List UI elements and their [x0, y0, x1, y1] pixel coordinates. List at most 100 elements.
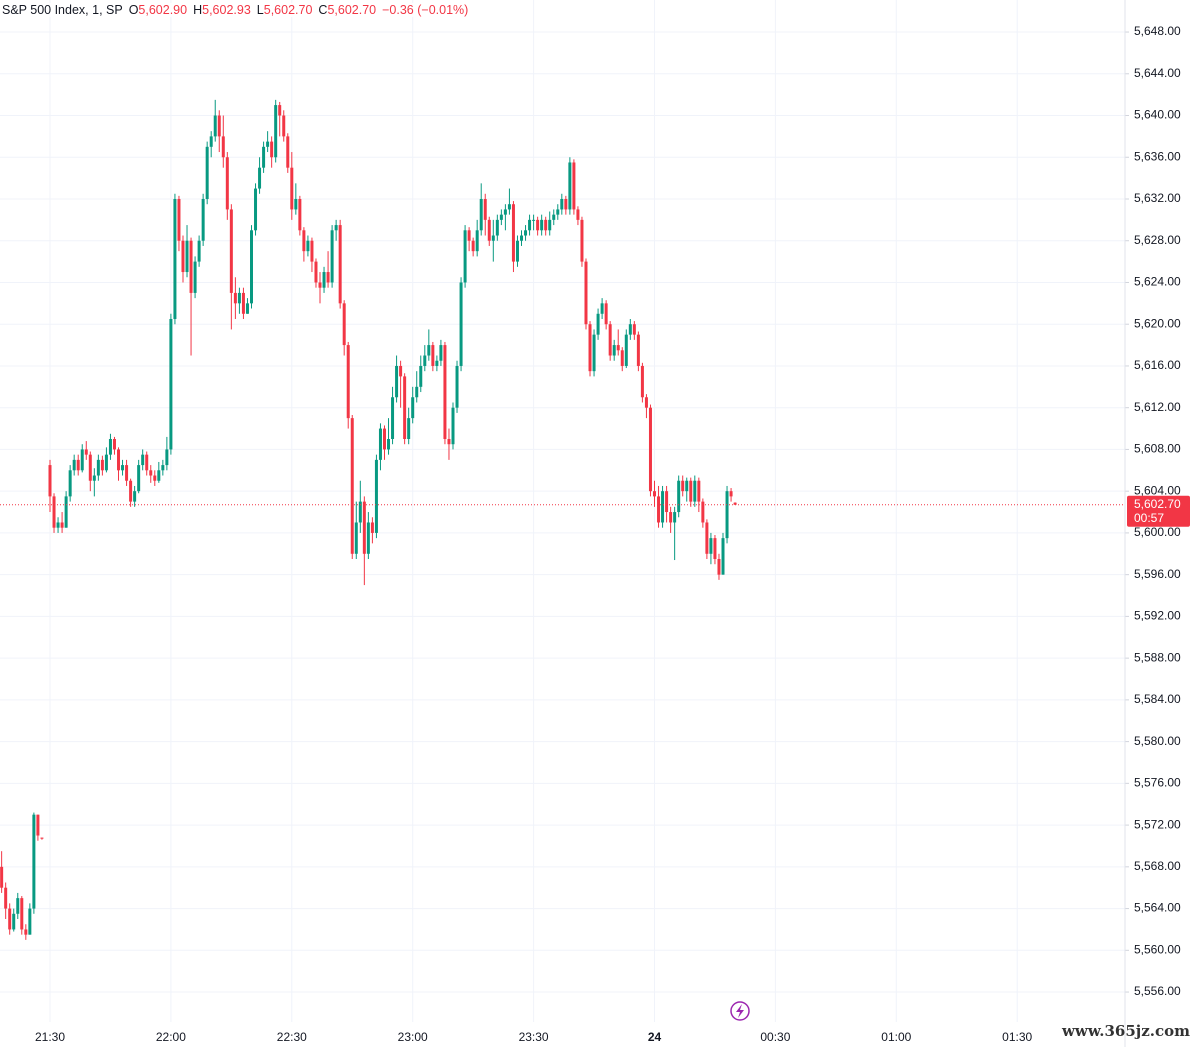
y-tick-label: 5,612.00: [1134, 400, 1181, 414]
candle-body: [495, 219, 499, 236]
legend-value: 5,602.70: [327, 3, 377, 17]
candle-body: [56, 522, 60, 528]
candle-body: [689, 480, 693, 502]
candle-body: [411, 397, 415, 419]
candle: [20, 896, 24, 935]
candle-body: [697, 480, 701, 502]
candle: [391, 386, 395, 445]
candle: [149, 465, 153, 483]
candle-body: [471, 240, 475, 252]
candle: [479, 183, 483, 236]
candle: [439, 339, 443, 366]
candle: [84, 441, 88, 460]
candle: [395, 355, 399, 403]
candle-body: [125, 465, 129, 481]
candle-body: [258, 167, 262, 189]
candle-body: [225, 157, 229, 210]
candle: [209, 131, 213, 158]
candle-body: [540, 219, 544, 231]
candle-body: [80, 449, 84, 471]
candle-body: [548, 219, 552, 231]
candle-body: [463, 230, 467, 283]
candle-body: [423, 355, 427, 366]
candle-body: [487, 219, 491, 241]
candle-body: [108, 438, 112, 455]
candle-body: [447, 438, 451, 445]
candle-body: [620, 350, 624, 366]
candle: [419, 355, 423, 393]
candle: [717, 553, 721, 580]
candle: [705, 519, 709, 560]
candle: [463, 225, 467, 288]
candle: [709, 532, 713, 565]
candle-body: [342, 303, 346, 346]
icon-bolt[interactable]: [736, 1004, 744, 1018]
legend-change: −0.36 (−0.01%): [382, 3, 469, 17]
candle: [129, 478, 133, 507]
candle-body: [165, 449, 169, 466]
candle-body: [419, 365, 423, 387]
legend-label: L: [256, 3, 264, 17]
candle: [64, 491, 68, 528]
y-tick-label: 5,628.00: [1134, 233, 1181, 247]
candle: [80, 444, 84, 473]
candle: [657, 485, 661, 528]
candle: [306, 235, 310, 257]
candle: [92, 468, 96, 497]
candle: [100, 455, 104, 476]
candle-body: [0, 866, 4, 888]
candle: [556, 204, 560, 220]
candle-body: [677, 480, 681, 513]
candle-body: [338, 225, 342, 304]
candle-body: [536, 219, 540, 231]
candle: [157, 461, 161, 483]
candle: [407, 407, 411, 445]
lightning-icon[interactable]: [730, 1001, 750, 1021]
candle: [177, 195, 181, 252]
candle-body: [499, 214, 503, 220]
y-tick-label: 5,644.00: [1134, 66, 1181, 80]
y-tick-label: 5,600.00: [1134, 525, 1181, 539]
y-tick-label: 5,592.00: [1134, 609, 1181, 623]
candle: [503, 204, 507, 231]
candle: [36, 814, 40, 841]
candle-body: [245, 303, 249, 314]
candle-body: [503, 209, 507, 215]
candle-body: [657, 496, 661, 523]
candle: [632, 321, 636, 340]
y-tick-label: 5,608.00: [1134, 442, 1181, 456]
y-tick-label: 5,560.00: [1134, 942, 1181, 956]
candle-body: [491, 235, 495, 241]
candle: [16, 892, 20, 920]
candle: [620, 347, 624, 372]
candle: [560, 193, 564, 215]
candle-body: [520, 235, 524, 241]
candle: [669, 506, 673, 533]
candle: [624, 329, 628, 369]
y-tick-label: 5,640.00: [1134, 108, 1181, 122]
candle: [459, 277, 463, 372]
price-tag-label: 5,602.70: [1134, 497, 1181, 511]
candle-body: [713, 538, 717, 560]
candle: [636, 331, 640, 372]
candle: [568, 157, 572, 215]
candle: [141, 449, 145, 471]
candle-body: [681, 480, 685, 492]
candle: [314, 258, 318, 288]
candle: [104, 447, 108, 473]
y-tick-label: 5,564.00: [1134, 901, 1181, 915]
candle: [580, 216, 584, 267]
candle: [382, 425, 386, 460]
candle: [608, 321, 612, 361]
y-tick-label: 5,636.00: [1134, 149, 1181, 163]
candle: [403, 373, 407, 445]
candle-body: [100, 459, 104, 471]
candle: [354, 501, 358, 560]
candle-body: [644, 397, 648, 408]
candle-body: [201, 198, 205, 241]
candle: [205, 141, 209, 205]
candle-body: [515, 240, 519, 262]
y-tick-label: 5,632.00: [1134, 191, 1181, 205]
candle-body: [149, 470, 153, 476]
candle: [76, 454, 80, 476]
